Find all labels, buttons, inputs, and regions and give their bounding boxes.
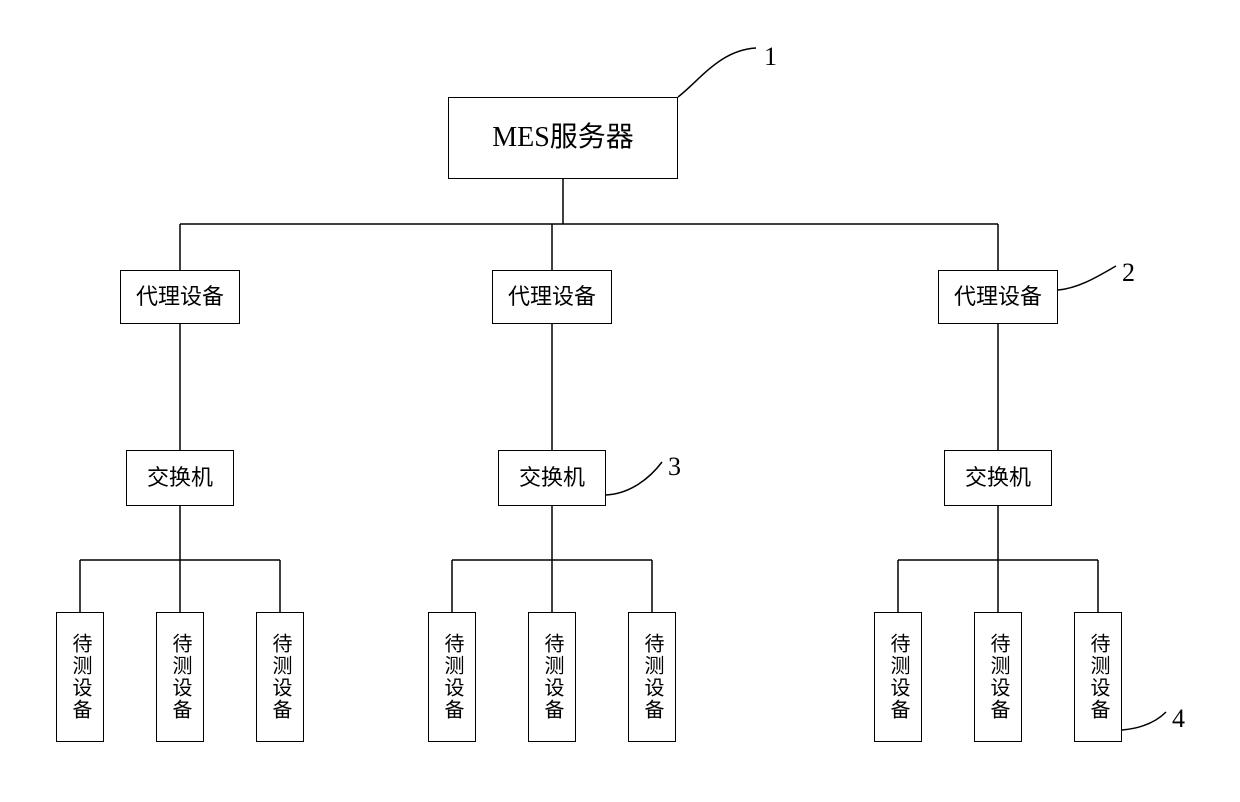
callout-path-1 [678, 48, 756, 97]
device-node-5: 待测设备 [628, 612, 676, 742]
callout-path-2 [1058, 266, 1116, 290]
device-label: 待测设备 [986, 633, 1010, 721]
callout-label-2: 2 [1122, 258, 1135, 288]
switch-label: 交换机 [147, 465, 213, 491]
device-node-1: 待测设备 [156, 612, 204, 742]
device-label: 待测设备 [168, 633, 192, 721]
device-label: 待测设备 [1086, 633, 1110, 721]
root-label: MES服务器 [492, 121, 634, 155]
switch-label: 交换机 [519, 465, 585, 491]
switch-node-1: 交换机 [498, 450, 606, 506]
device-node-2: 待测设备 [256, 612, 304, 742]
device-node-3: 待测设备 [428, 612, 476, 742]
proxy-node-0: 代理设备 [120, 270, 240, 324]
device-label: 待测设备 [268, 633, 292, 721]
switch-node-2: 交换机 [944, 450, 1052, 506]
proxy-label: 代理设备 [508, 284, 596, 310]
switch-node-0: 交换机 [126, 450, 234, 506]
callout-label-1: 1 [764, 42, 777, 72]
proxy-label: 代理设备 [136, 284, 224, 310]
proxy-node-1: 代理设备 [492, 270, 612, 324]
device-node-0: 待测设备 [56, 612, 104, 742]
device-label: 待测设备 [68, 633, 92, 721]
proxy-node-2: 代理设备 [938, 270, 1058, 324]
proxy-label: 代理设备 [954, 284, 1042, 310]
root-node: MES服务器 [448, 97, 678, 179]
device-label: 待测设备 [886, 633, 910, 721]
device-node-8: 待测设备 [1074, 612, 1122, 742]
device-label: 待测设备 [640, 633, 664, 721]
device-label: 待测设备 [440, 633, 464, 721]
callout-label-4: 4 [1172, 704, 1185, 734]
device-node-4: 待测设备 [528, 612, 576, 742]
device-label: 待测设备 [540, 633, 564, 721]
callout-label-3: 3 [668, 452, 681, 482]
device-node-6: 待测设备 [874, 612, 922, 742]
callout-path-4 [1122, 712, 1166, 730]
callout-path-3 [606, 462, 662, 495]
device-node-7: 待测设备 [974, 612, 1022, 742]
switch-label: 交换机 [965, 465, 1031, 491]
